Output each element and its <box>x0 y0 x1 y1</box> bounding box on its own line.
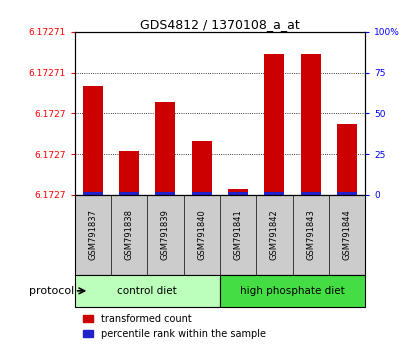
Bar <box>228 189 248 195</box>
Bar <box>83 86 103 195</box>
Bar <box>83 192 103 195</box>
Bar <box>228 192 248 195</box>
Text: GSM791838: GSM791838 <box>124 209 134 260</box>
Bar <box>192 192 212 195</box>
Text: high phosphate diet: high phosphate diet <box>240 286 345 296</box>
Text: GSM791843: GSM791843 <box>306 209 315 260</box>
Text: GSM791837: GSM791837 <box>88 209 98 260</box>
Text: GSM791842: GSM791842 <box>270 209 279 260</box>
Text: GSM791841: GSM791841 <box>234 209 243 260</box>
Text: GSM791839: GSM791839 <box>161 209 170 260</box>
Title: GDS4812 / 1370108_a_at: GDS4812 / 1370108_a_at <box>140 18 300 31</box>
Bar <box>220 275 365 307</box>
Bar <box>337 124 357 195</box>
Bar <box>264 53 284 195</box>
Legend: transformed count, percentile rank within the sample: transformed count, percentile rank withi… <box>80 310 270 343</box>
Bar <box>301 53 321 195</box>
Text: GSM791840: GSM791840 <box>197 209 206 260</box>
Bar <box>264 192 284 195</box>
Text: protocol: protocol <box>29 286 75 296</box>
Text: control diet: control diet <box>117 286 177 296</box>
Bar <box>119 152 139 195</box>
Bar <box>301 192 321 195</box>
Bar <box>119 192 139 195</box>
Bar <box>75 275 220 307</box>
Bar <box>156 192 176 195</box>
Text: GSM791844: GSM791844 <box>342 209 352 260</box>
Bar <box>192 141 212 195</box>
Bar <box>337 192 357 195</box>
Bar <box>156 103 176 195</box>
